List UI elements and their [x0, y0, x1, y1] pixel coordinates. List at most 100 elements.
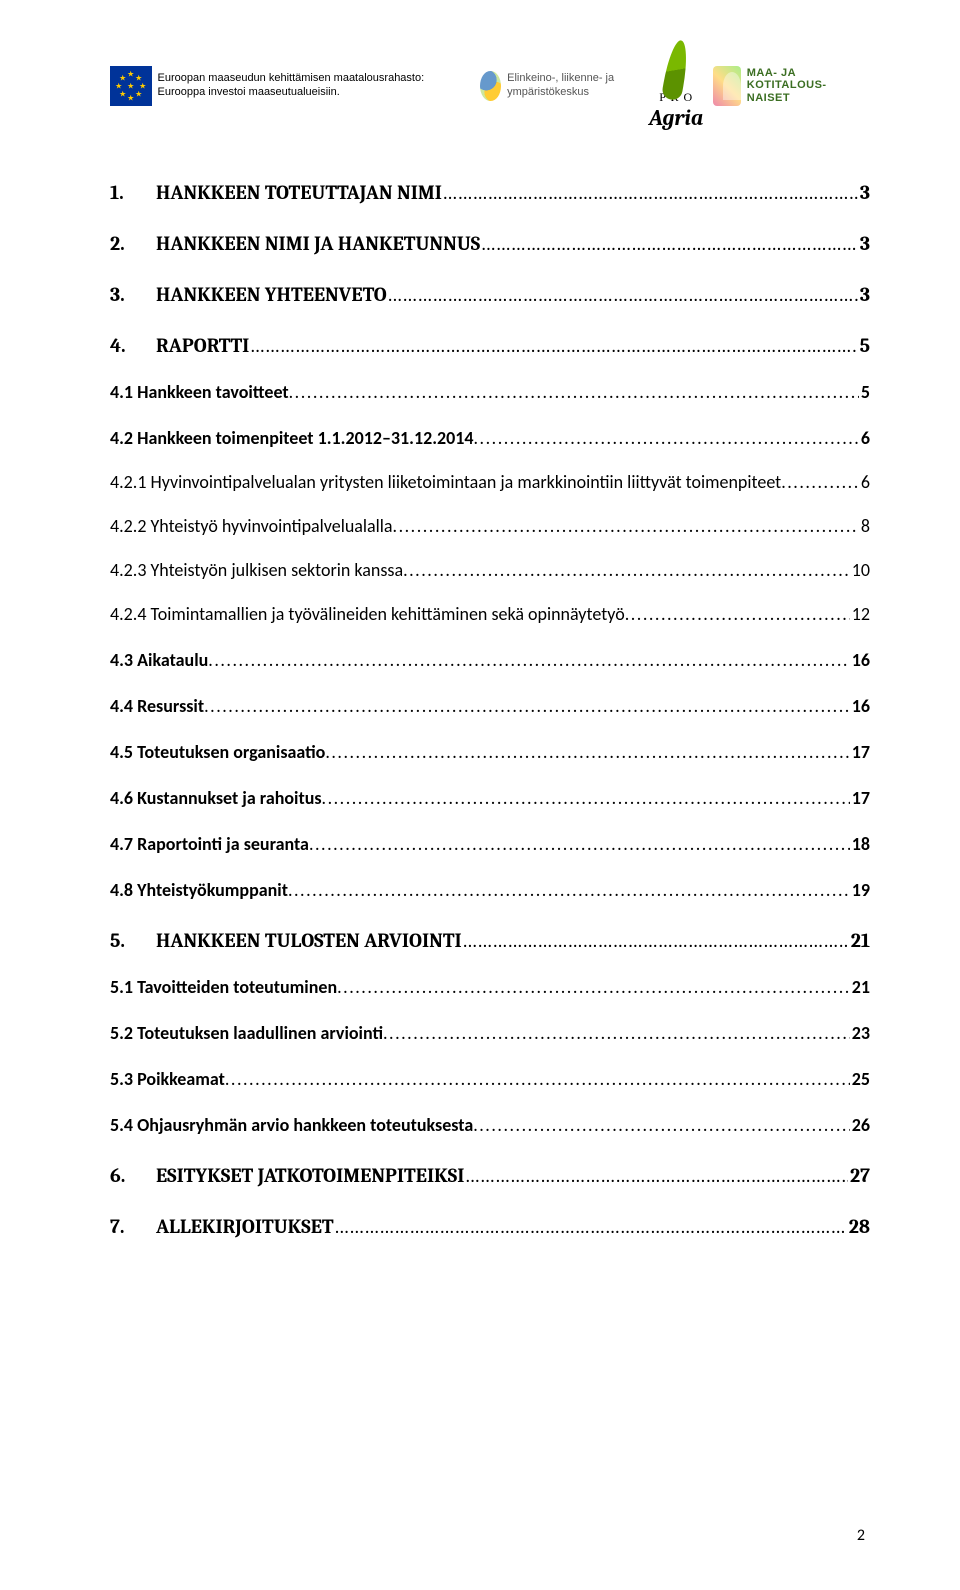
toc-entry-title: 4.4 Resurssit	[110, 695, 204, 717]
toc-entry-page: 6	[861, 471, 870, 493]
toc-entry[interactable]: 1.HANKKEEN TOTEUTTAJAN NIMI3	[110, 181, 870, 204]
toc-entry-number: 5.	[110, 929, 156, 952]
toc-entry[interactable]: 5.1 Tavoitteiden toteutuminen 21	[110, 976, 870, 998]
toc-entry-page: 21	[852, 976, 870, 998]
toc-entry-title: 4.6 Kustannukset ja rahoitus	[110, 787, 322, 809]
toc-leader-dots	[462, 929, 849, 952]
toc-entry-page: 28	[849, 1215, 870, 1238]
toc-entry[interactable]: 4.2 Hankkeen toimenpiteet 1.1.2012–31.12…	[110, 427, 870, 449]
toc-entry[interactable]: 4.2.4 Toimintamallien ja työvälineiden k…	[110, 603, 870, 625]
toc-leader-dots	[480, 232, 858, 255]
toc-leader-dots	[473, 1114, 850, 1136]
toc-entry[interactable]: 4.8 Yhteistyökumppanit19	[110, 879, 870, 901]
document-page: Euroopan maaseudun kehittämisen maatalou…	[0, 0, 960, 1590]
toc-entry-number: 4.	[110, 334, 156, 357]
toc-entry-number: 3.	[110, 283, 156, 306]
toc-entry[interactable]: 3.HANKKEEN YHTEENVETO 3	[110, 283, 870, 306]
toc-entry-title: 4.5 Toteutuksen organisaatio	[110, 741, 325, 763]
proagria-logo: P R O Agria	[649, 40, 703, 131]
toc-entry-page: 26	[852, 1114, 870, 1136]
toc-leader-dots	[387, 283, 858, 306]
ely-mark-icon	[480, 71, 501, 101]
toc-entry-page: 12	[852, 603, 870, 625]
toc-entry-page: 17	[852, 741, 870, 763]
toc-leader-dots	[474, 427, 859, 449]
toc-entry-title: HANKKEEN TOTEUTTAJAN NIMI	[156, 181, 442, 204]
toc-entry[interactable]: 4.5 Toteutuksen organisaatio 17	[110, 741, 870, 763]
toc-entry-title: 5.4 Ohjausryhmän arvio hankkeen toteutuk…	[110, 1114, 473, 1136]
toc-entry-page: 23	[852, 1022, 870, 1044]
page-number: 2	[857, 1526, 865, 1545]
toc-leader-dots	[249, 334, 857, 357]
toc-entry[interactable]: 7.ALLEKIRJOITUKSET 28	[110, 1215, 870, 1238]
toc-entry-page: 5	[860, 334, 870, 357]
toc-entry[interactable]: 4.7 Raportointi ja seuranta 18	[110, 833, 870, 855]
table-of-contents: 1.HANKKEEN TOTEUTTAJAN NIMI32.HANKKEEN N…	[110, 181, 870, 1238]
toc-entry-title: HANKKEEN YHTEENVETO	[156, 283, 387, 306]
toc-entry[interactable]: 5.3 Poikkeamat25	[110, 1068, 870, 1090]
toc-entry-title: 4.3 Aikataulu	[110, 649, 208, 671]
toc-entry-title: 5.1 Tavoitteiden toteutuminen	[110, 976, 337, 998]
mkn-logo: MAA- JA KOTITALOUS- NAISET	[713, 66, 870, 106]
toc-leader-dots	[325, 741, 849, 763]
eu-logo-text: Euroopan maaseudun kehittämisen maatalou…	[158, 72, 471, 100]
toc-entry[interactable]: 4.RAPORTTI 5	[110, 334, 870, 357]
toc-leader-dots	[208, 649, 849, 671]
toc-leader-dots	[225, 1068, 850, 1090]
toc-leader-dots	[442, 181, 858, 204]
toc-entry-title: 4.1 Hankkeen tavoitteet	[110, 381, 289, 403]
toc-entry[interactable]: 4.2.3 Yhteistyön julkisen sektorin kanss…	[110, 559, 870, 581]
toc-entry-title: 4.2.4 Toimintamallien ja työvälineiden k…	[110, 603, 625, 625]
toc-entry[interactable]: 6.ESITYKSET JATKOTOIMENPITEIKSI27	[110, 1164, 870, 1187]
ely-logo: Elinkeino-, liikenne- ja ympäristökeskus	[480, 71, 639, 101]
toc-entry-page: 18	[852, 833, 870, 855]
toc-entry-title: 5.2 Toteutuksen laadullinen arviointi	[110, 1022, 383, 1044]
toc-leader-dots	[204, 695, 850, 717]
toc-entry-title: 4.8 Yhteistyökumppanit	[110, 879, 288, 901]
toc-entry[interactable]: 4.4 Resurssit16	[110, 695, 870, 717]
toc-entry-page: 3	[860, 283, 870, 306]
toc-entry[interactable]: 4.1 Hankkeen tavoitteet5	[110, 381, 870, 403]
toc-leader-dots	[322, 787, 850, 809]
toc-entry-number: 6.	[110, 1164, 156, 1187]
toc-leader-dots	[625, 603, 850, 625]
toc-entry-number: 7.	[110, 1215, 156, 1238]
toc-entry-page: 21	[851, 929, 870, 952]
toc-entry-title: 4.2 Hankkeen toimenpiteet 1.1.2012–31.12…	[110, 427, 474, 449]
toc-entry[interactable]: 4.3 Aikataulu16	[110, 649, 870, 671]
toc-entry[interactable]: 4.6 Kustannukset ja rahoitus 17	[110, 787, 870, 809]
mkn-icon	[713, 66, 741, 106]
toc-leader-dots	[403, 559, 850, 581]
toc-entry-title: HANKKEEN TULOSTEN ARVIOINTI	[156, 929, 462, 952]
toc-leader-dots	[288, 879, 850, 901]
toc-entry-number: 1.	[110, 181, 156, 204]
header-logos: Euroopan maaseudun kehittämisen maatalou…	[110, 40, 870, 131]
toc-entry-title: 5.3 Poikkeamat	[110, 1068, 225, 1090]
toc-entry[interactable]: 4.2.1 Hyvinvointipalvelualan yritysten l…	[110, 471, 870, 493]
toc-leader-dots	[383, 1022, 850, 1044]
toc-entry-title: 4.7 Raportointi ja seuranta	[110, 833, 309, 855]
toc-entry[interactable]: 4.2.2 Yhteistyö hyvinvointipalvelualalla…	[110, 515, 870, 537]
toc-entry-page: 6	[861, 427, 870, 449]
mkn-logo-text: MAA- JA KOTITALOUS- NAISET	[747, 67, 870, 103]
toc-entry-title: RAPORTTI	[156, 334, 249, 357]
ely-logo-text: Elinkeino-, liikenne- ja ympäristökeskus	[507, 72, 639, 98]
toc-entry-page: 8	[861, 515, 870, 537]
toc-leader-dots	[289, 381, 859, 403]
toc-entry[interactable]: 2.HANKKEEN NIMI JA HANKETUNNUS3	[110, 232, 870, 255]
toc-entry-title: ALLEKIRJOITUKSET	[156, 1215, 334, 1238]
toc-entry-title: ESITYKSET JATKOTOIMENPITEIKSI	[156, 1164, 464, 1187]
toc-entry[interactable]: 5.HANKKEEN TULOSTEN ARVIOINTI 21	[110, 929, 870, 952]
toc-entry[interactable]: 5.2 Toteutuksen laadullinen arviointi 23	[110, 1022, 870, 1044]
proagria-main: Agria	[649, 105, 703, 131]
toc-entry-page: 10	[852, 559, 870, 581]
toc-leader-dots	[309, 833, 850, 855]
toc-leader-dots	[393, 515, 859, 537]
toc-entry-page: 3	[860, 232, 870, 255]
toc-entry-page: 17	[852, 787, 870, 809]
toc-entry[interactable]: 5.4 Ohjausryhmän arvio hankkeen toteutuk…	[110, 1114, 870, 1136]
toc-entry-title: 4.2.2 Yhteistyö hyvinvointipalvelualalla	[110, 515, 393, 537]
toc-leader-dots	[334, 1215, 847, 1238]
toc-entry-number: 2.	[110, 232, 156, 255]
eu-flag-icon	[110, 66, 152, 106]
